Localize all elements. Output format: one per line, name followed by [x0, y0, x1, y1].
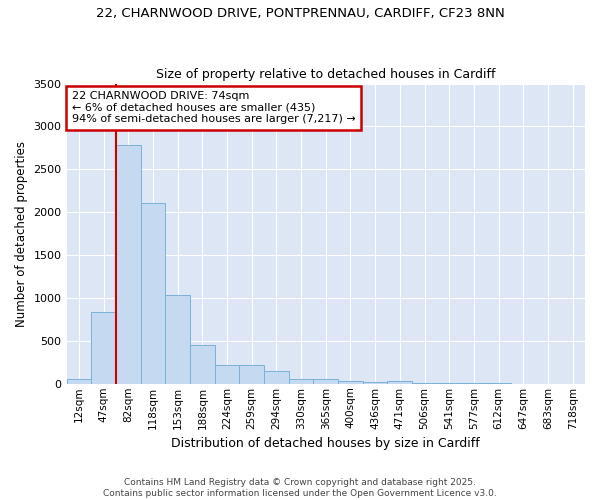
Text: 22, CHARNWOOD DRIVE, PONTPRENNAU, CARDIFF, CF23 8NN: 22, CHARNWOOD DRIVE, PONTPRENNAU, CARDIF… [95, 8, 505, 20]
Text: 22 CHARNWOOD DRIVE: 74sqm
← 6% of detached houses are smaller (435)
94% of semi-: 22 CHARNWOOD DRIVE: 74sqm ← 6% of detach… [72, 91, 355, 124]
Bar [91, 312, 116, 384]
Bar [363, 382, 388, 384]
Bar [165, 294, 190, 384]
Bar [190, 344, 215, 384]
Title: Size of property relative to detached houses in Cardiff: Size of property relative to detached ho… [156, 68, 496, 81]
Y-axis label: Number of detached properties: Number of detached properties [15, 140, 28, 326]
Bar [388, 381, 412, 384]
Text: Contains HM Land Registry data © Crown copyright and database right 2025.
Contai: Contains HM Land Registry data © Crown c… [103, 478, 497, 498]
Bar [338, 381, 363, 384]
Bar [412, 383, 437, 384]
Bar [289, 378, 313, 384]
Bar [116, 146, 140, 384]
Bar [215, 365, 239, 384]
Bar [67, 380, 91, 384]
Bar [313, 380, 338, 384]
X-axis label: Distribution of detached houses by size in Cardiff: Distribution of detached houses by size … [172, 437, 480, 450]
Bar [140, 203, 165, 384]
Bar [264, 372, 289, 384]
Bar [239, 366, 264, 384]
